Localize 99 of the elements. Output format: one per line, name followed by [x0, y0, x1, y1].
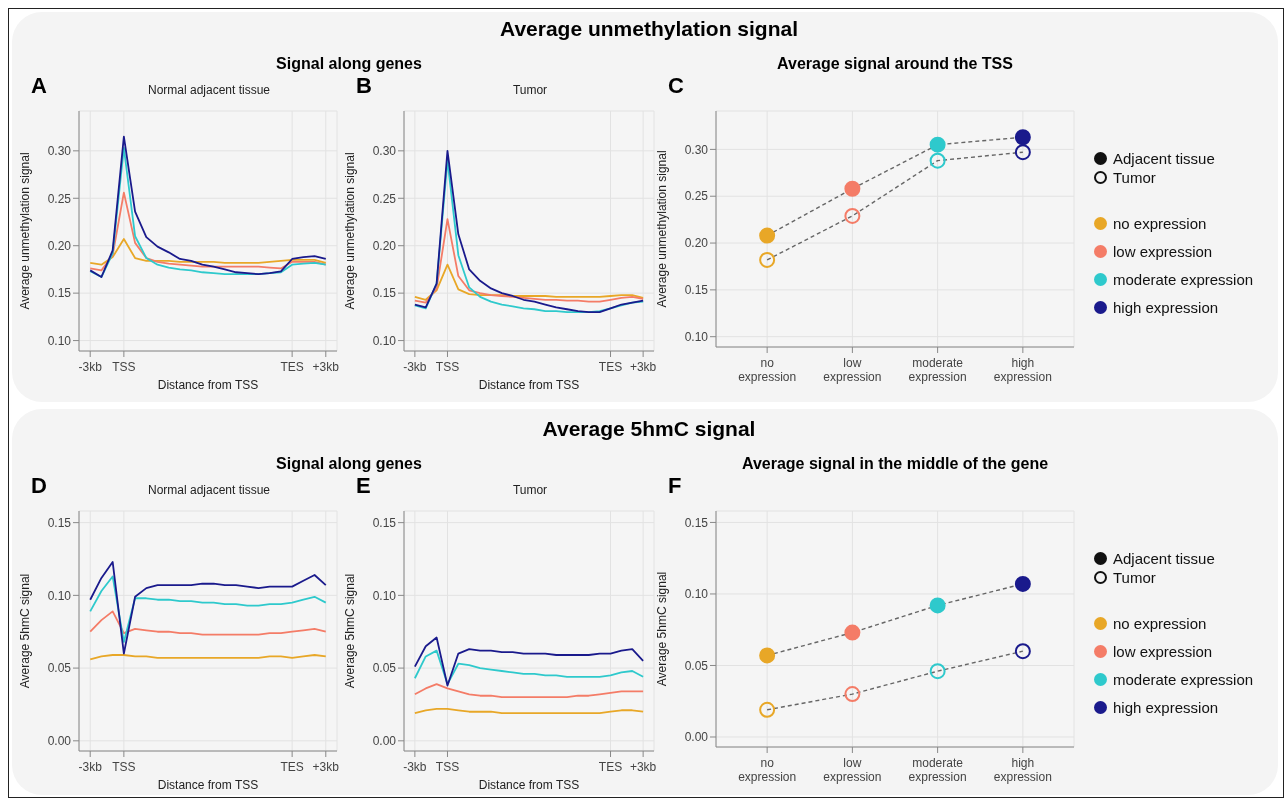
y-tick-label: 0.20	[372, 238, 397, 253]
line-series	[413, 263, 645, 301]
x-axis-title: Distance from TSS	[157, 378, 259, 392]
line-series	[89, 575, 327, 643]
category-label: moderate expression	[1113, 270, 1254, 288]
text: Average 5hmC signal	[542, 417, 756, 441]
text: E	[356, 473, 371, 499]
category-label: low expression	[1113, 242, 1213, 260]
chart-title: Tumor	[511, 483, 549, 497]
y-axis-title: Average 5hmC signal	[343, 573, 358, 689]
x-tick-label: TES	[280, 360, 304, 374]
text: B	[356, 73, 372, 99]
x-tick-label: +3kb	[312, 760, 340, 774]
x-tick-label: +3kb	[629, 760, 657, 774]
y-axis-title: Average unmethylation signal	[18, 152, 33, 310]
x-axis-title: Distance from TSS	[157, 778, 259, 792]
y-tick-label: 0.00	[372, 734, 397, 749]
x-tick-label: -3kb	[403, 760, 427, 774]
y-tick-label: 0.20	[684, 236, 709, 251]
y-tick-label: 0.15	[684, 515, 709, 530]
x-tick-label: TES	[598, 360, 623, 374]
line-series	[89, 610, 327, 636]
y-tick-label: 0.30	[372, 144, 397, 159]
chart-title: Normal adjacent tissue	[146, 483, 272, 497]
x-axis-title: Distance from TSS	[478, 778, 580, 792]
line-series	[413, 636, 645, 687]
x-tick-label: low expression	[823, 756, 882, 784]
y-tick-label: 0.15	[372, 515, 397, 530]
text: Signal along genes	[276, 55, 422, 73]
line-series	[413, 683, 645, 699]
y-tick-label: 0.10	[372, 333, 397, 348]
y-tick-label: 0.15	[684, 283, 709, 298]
text: Tumor	[1112, 168, 1157, 187]
y-tick-label: 0.10	[47, 588, 72, 603]
category-label: no expression	[1113, 214, 1207, 232]
y-tick-label: 0.05	[372, 661, 397, 676]
x-tick-label: -3kb	[78, 360, 103, 374]
y-tick-label: 0.00	[684, 730, 709, 745]
x-axis-title: Distance from TSS	[478, 378, 580, 392]
text: A	[31, 73, 47, 99]
chart-title: Average signal in the middle of the gene	[740, 455, 1050, 473]
x-tick-label: low expression	[823, 356, 882, 384]
category-label: high expression	[1113, 698, 1219, 716]
x-tick-label: high expression	[993, 756, 1052, 784]
text: D	[31, 473, 47, 499]
y-tick-label: 0.25	[47, 191, 72, 206]
y-tick-label: 0.30	[47, 144, 72, 159]
text: Average unmethylation signal	[500, 17, 798, 41]
x-tick-label: TSS	[435, 760, 460, 774]
category-label: moderate expression	[1113, 670, 1254, 688]
category-label: high expression	[1113, 298, 1219, 316]
chart-title: Tumor	[511, 83, 549, 97]
x-tick-label: moderate expression	[908, 356, 967, 384]
text: Signal along genes	[276, 455, 422, 473]
chart-title: Average signal around the TSS	[776, 55, 1014, 73]
x-tick-label: high expression	[993, 356, 1052, 384]
line-series	[89, 238, 327, 266]
y-axis-title: Average 5hmC signal	[655, 571, 670, 687]
line-series	[89, 191, 327, 272]
line-series	[89, 561, 327, 655]
x-tick-label: -3kb	[403, 360, 427, 374]
line-series	[413, 218, 645, 304]
x-tick-label: +3kb	[312, 360, 340, 374]
y-tick-label: 0.10	[47, 333, 72, 348]
y-tick-label: 0.15	[47, 286, 72, 301]
x-tick-label: TSS	[435, 360, 460, 374]
line-series	[413, 649, 645, 685]
y-tick-label: 0.25	[372, 191, 397, 206]
y-axis-title: Average unmethylation signal	[343, 152, 358, 310]
x-tick-label: moderate expression	[908, 756, 967, 784]
y-tick-label: 0.20	[47, 238, 72, 253]
text: Adjacent tissue	[1112, 549, 1216, 568]
y-tick-label: 0.15	[47, 515, 72, 530]
y-tick-label: 0.10	[684, 587, 709, 602]
y-axis-title: Average 5hmC signal	[18, 573, 33, 689]
x-tick-label: -3kb	[78, 760, 103, 774]
y-tick-label: 0.05	[47, 661, 72, 676]
y-tick-label: 0.05	[684, 658, 709, 673]
x-tick-label: TES	[598, 760, 623, 774]
x-tick-label: TSS	[112, 360, 136, 374]
category-label: no expression	[1113, 614, 1207, 632]
chart-title: Normal adjacent tissue	[146, 83, 272, 97]
y-tick-label: 0.10	[684, 329, 709, 344]
y-tick-label: 0.30	[684, 142, 709, 157]
x-tick-label: TSS	[112, 760, 136, 774]
y-tick-label: 0.10	[372, 588, 397, 603]
x-tick-label: TES	[280, 760, 304, 774]
y-axis-title: Average unmethylation signal	[655, 150, 670, 308]
y-tick-label: 0.25	[684, 189, 709, 204]
y-tick-label: 0.00	[47, 734, 72, 749]
x-tick-label: +3kb	[629, 360, 657, 374]
x-tick-label: no expression	[738, 356, 797, 384]
text: C	[668, 73, 684, 99]
x-tick-label: no expression	[738, 756, 797, 784]
text: Adjacent tissue	[1112, 149, 1216, 168]
y-tick-label: 0.15	[372, 286, 397, 301]
text: F	[668, 473, 682, 499]
category-label: low expression	[1113, 642, 1213, 660]
text: Tumor	[1112, 568, 1157, 587]
